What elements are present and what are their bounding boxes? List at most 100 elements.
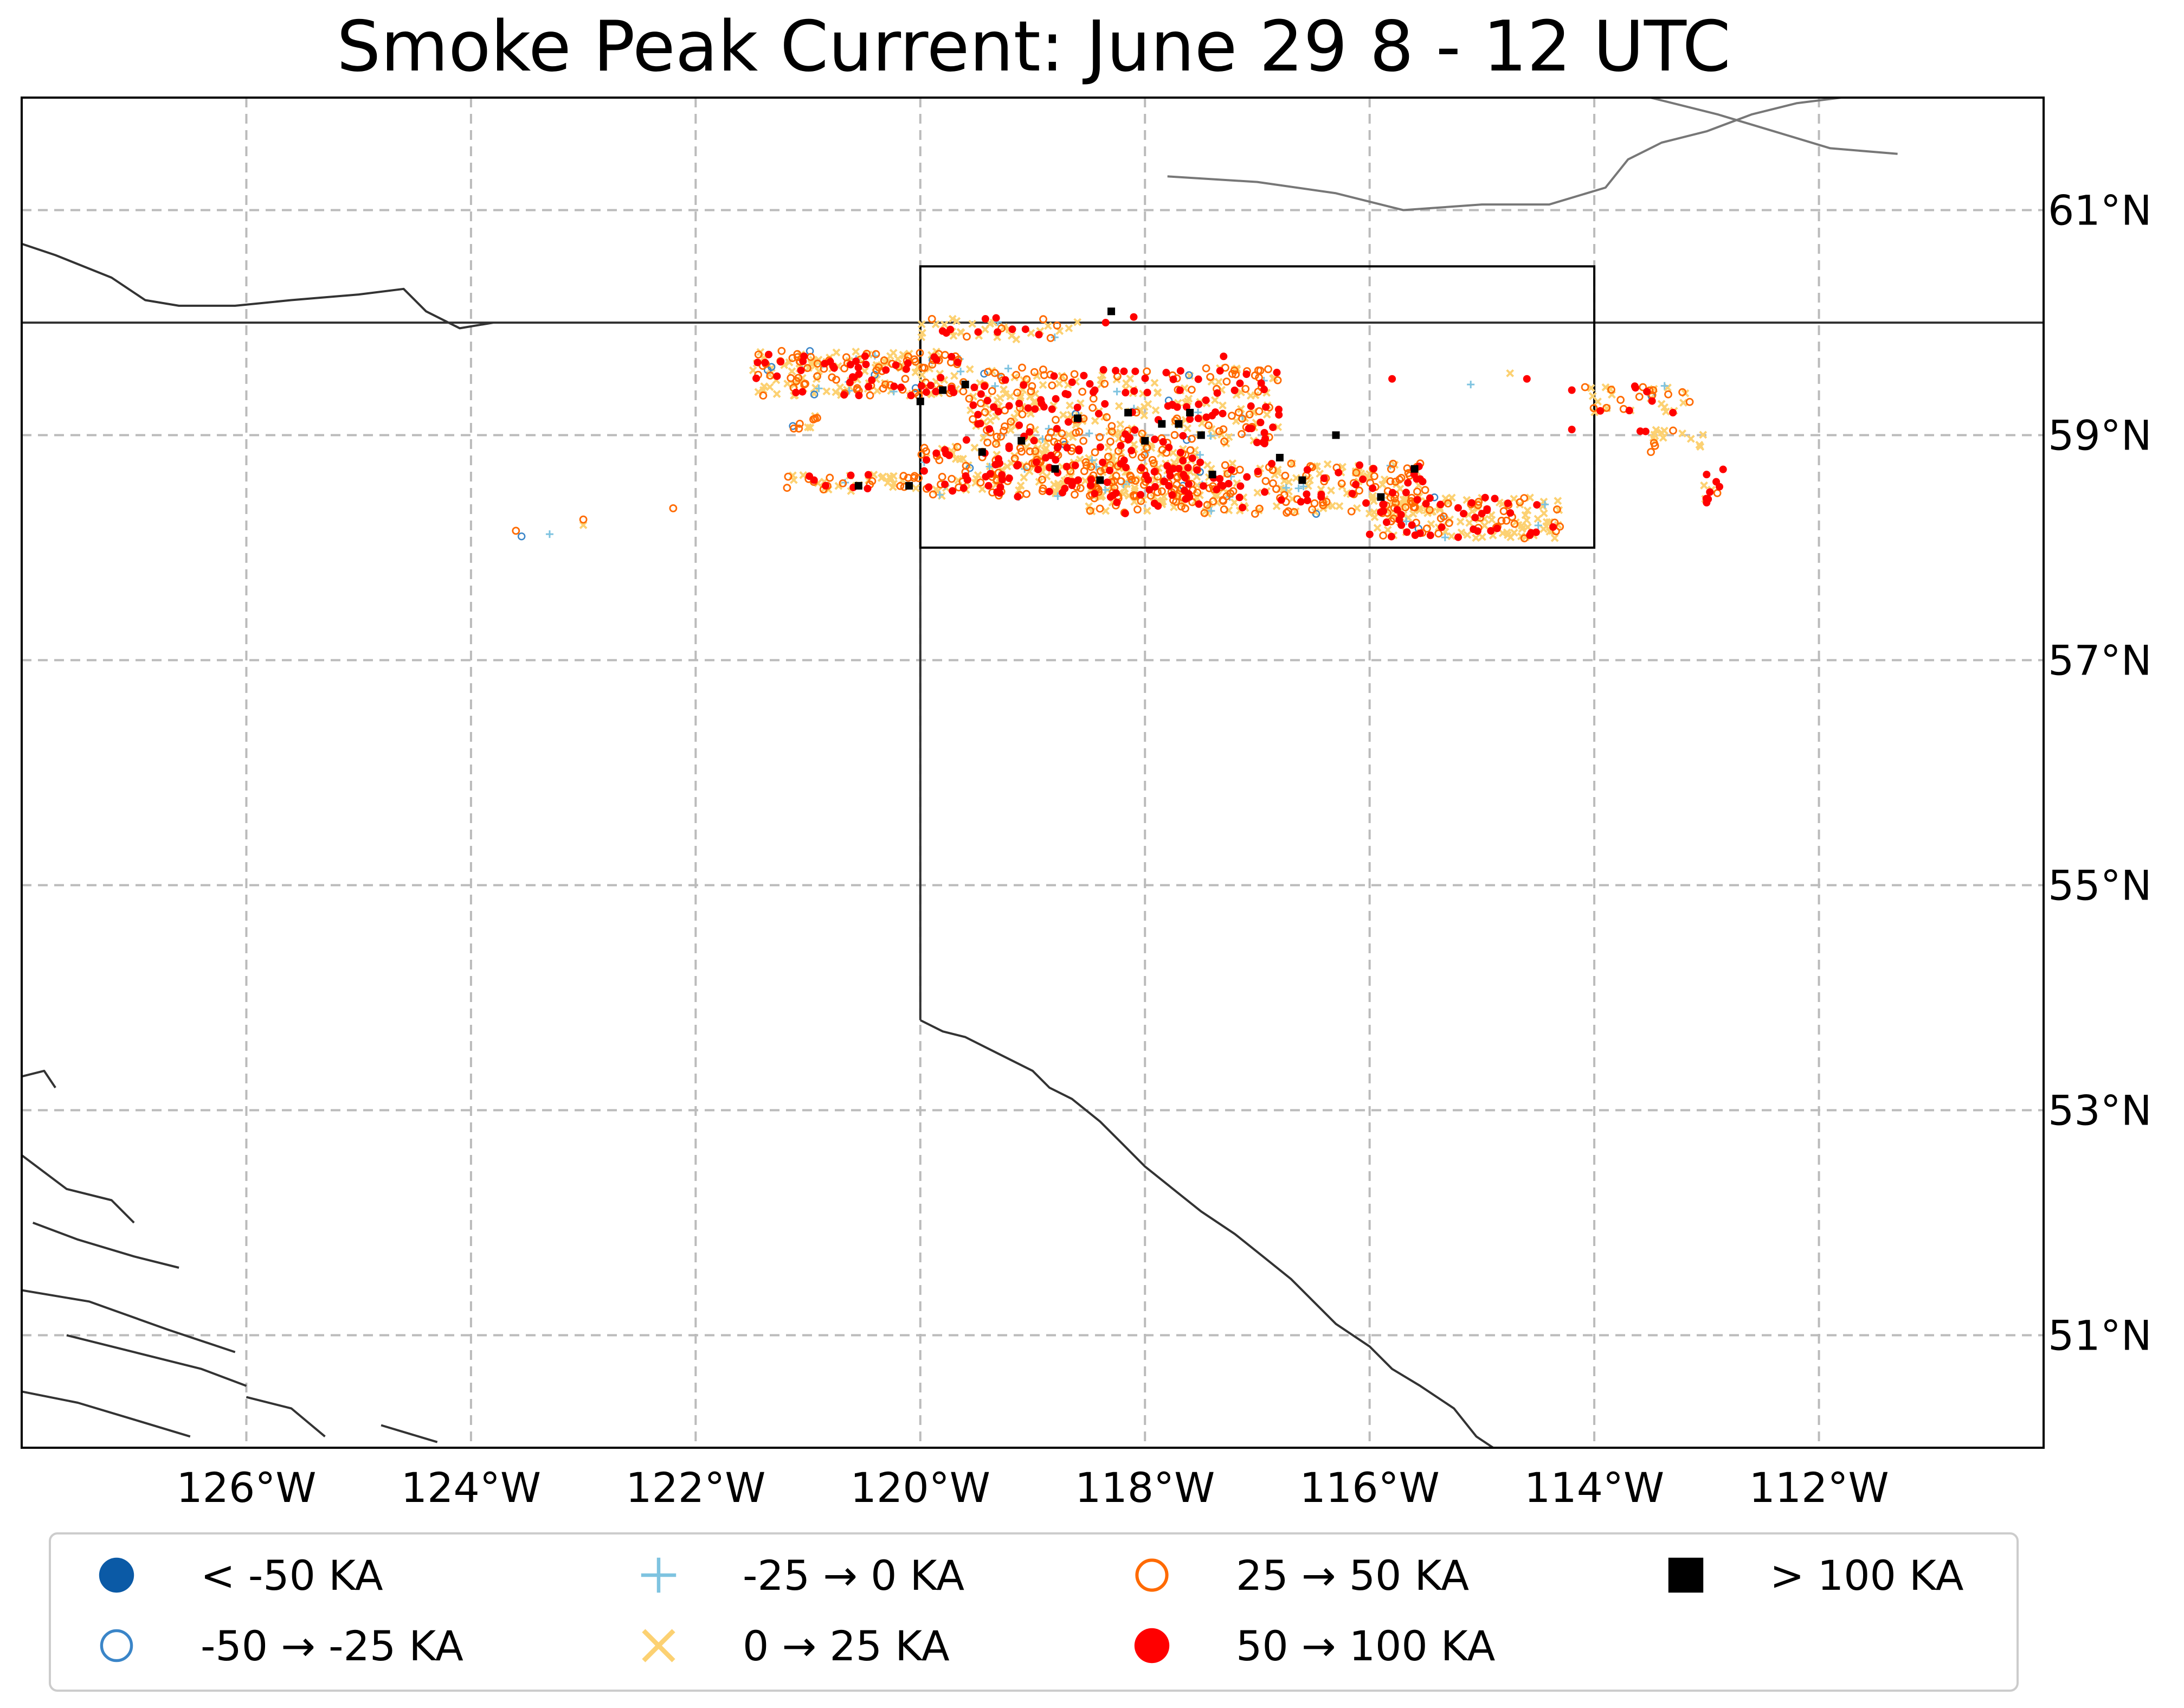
strike-marker	[962, 461, 970, 470]
strike-marker	[893, 355, 902, 363]
latitude-tick-label: 51°N	[2048, 1312, 2152, 1360]
strike-marker	[1106, 437, 1114, 446]
strike-marker	[976, 478, 985, 487]
strike-marker	[1121, 509, 1129, 517]
strike-marker	[1032, 458, 1040, 466]
strike-marker	[784, 472, 793, 481]
strike-marker	[1260, 429, 1268, 437]
strike-marker	[752, 374, 761, 382]
strike-marker	[981, 315, 989, 323]
strike-marker	[881, 380, 890, 389]
strike-marker	[868, 477, 877, 485]
strike-marker	[1241, 384, 1250, 393]
strike-marker	[1319, 501, 1328, 510]
strike-marker	[579, 515, 588, 524]
strike-marker	[1122, 389, 1130, 397]
strike-marker	[1225, 480, 1233, 488]
strike-marker	[1493, 524, 1501, 532]
strike-marker	[1378, 480, 1387, 489]
strike-marker	[1079, 436, 1088, 445]
strike-marker	[862, 361, 870, 369]
strike-marker	[981, 408, 989, 416]
strike-marker	[1284, 507, 1293, 516]
focus-box-layer	[919, 265, 1596, 549]
strike-marker	[1356, 461, 1364, 469]
strike-marker	[889, 349, 898, 357]
strike-marker	[1369, 484, 1377, 492]
strike-marker	[1054, 482, 1063, 491]
strike-marker	[1230, 498, 1239, 506]
strike-marker	[1117, 441, 1125, 450]
strike-marker	[1020, 381, 1028, 389]
strike-marker	[1568, 386, 1576, 394]
legend-label: > 100 KA	[1770, 1551, 1964, 1600]
strike-marker	[1242, 370, 1251, 378]
strike-marker	[1303, 496, 1311, 504]
strike-marker	[1096, 443, 1104, 451]
strike-marker	[1391, 478, 1400, 486]
strike-marker	[969, 415, 977, 423]
strike-marker	[1054, 442, 1062, 451]
strike-marker	[839, 479, 847, 487]
strike-marker	[974, 410, 982, 419]
strike-marker	[880, 356, 888, 365]
strike-marker	[992, 440, 1000, 448]
strike-marker	[1038, 476, 1046, 484]
strike-marker	[976, 399, 985, 408]
strike-marker	[1635, 393, 1644, 401]
legend-marker-gt_100	[1668, 1557, 1704, 1593]
strike-marker	[1648, 397, 1656, 405]
strike-marker	[1052, 395, 1060, 403]
strike-marker	[1465, 518, 1474, 527]
strike-marker	[1163, 462, 1171, 470]
strike-marker	[1039, 315, 1047, 324]
strike-marker-gt-100	[1298, 476, 1306, 484]
strike-marker	[874, 363, 883, 371]
strike-marker	[1143, 388, 1151, 396]
strike-marker	[1028, 382, 1036, 390]
strike-marker	[1483, 505, 1491, 513]
strike-marker	[1080, 371, 1088, 380]
strike-marker	[1581, 383, 1589, 391]
strike-marker	[1510, 529, 1518, 537]
strike-marker	[1188, 434, 1196, 443]
strike-marker	[813, 414, 821, 422]
strike-marker	[1018, 363, 1026, 372]
strike-marker	[1523, 506, 1532, 515]
strike-marker	[1478, 532, 1486, 541]
strike-marker-gt-100	[1051, 465, 1059, 473]
latitude-tick-label: 55°N	[2048, 862, 2152, 910]
strike-marker	[1596, 407, 1605, 415]
strike-marker	[917, 320, 926, 329]
longitude-tick-label: 122°W	[626, 1463, 765, 1512]
strike-marker	[1685, 397, 1694, 406]
longitude-tick-label: 126°W	[176, 1463, 316, 1512]
strike-marker	[1369, 497, 1378, 505]
strike-marker	[1181, 473, 1189, 481]
strike-marker	[1063, 444, 1071, 452]
strike-marker	[988, 387, 996, 395]
strike-marker	[1016, 444, 1025, 452]
strike-marker	[1404, 479, 1412, 487]
strike-marker	[1001, 422, 1009, 431]
strike-marker	[1085, 502, 1093, 511]
strike-marker	[1209, 497, 1217, 505]
strike-marker	[1441, 534, 1449, 542]
strike-marker	[1382, 518, 1390, 526]
strike-marker	[1030, 436, 1038, 445]
strike-marker-gt-100	[1175, 420, 1183, 428]
strike-marker	[1510, 519, 1519, 528]
strike-marker	[1099, 366, 1107, 374]
strike-marker	[896, 481, 905, 490]
strike-marker	[937, 374, 945, 382]
strike-marker	[970, 444, 979, 452]
coastline-inlet	[22, 1289, 236, 1353]
strike-marker	[997, 432, 1005, 441]
strike-marker	[952, 317, 961, 325]
strike-marker	[1099, 458, 1107, 466]
coastline-inlet	[66, 1334, 247, 1387]
strike-marker	[1030, 368, 1039, 376]
strike-marker	[907, 391, 915, 400]
strike-marker	[1261, 435, 1270, 443]
strike-marker	[1383, 525, 1392, 534]
